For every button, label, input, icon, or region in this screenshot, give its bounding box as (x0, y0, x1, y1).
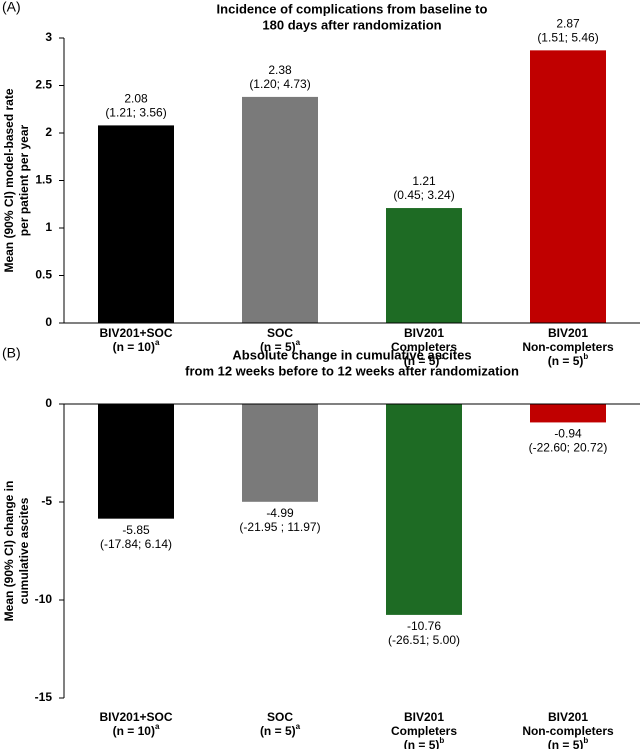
y-tick-label: 0 (45, 315, 52, 329)
category-line: (n = 5) (548, 354, 584, 368)
y-axis-title: per patient per year (17, 124, 31, 236)
x-tick-label: BIV201 (404, 326, 444, 340)
x-tick-label: BIV201+SOC (99, 326, 172, 340)
x-tick-label: BIV201+SOC (99, 710, 172, 724)
y-axis-title: Mean (90% CI) change in (2, 481, 16, 622)
y-tick-label: 2.5 (35, 78, 52, 92)
bar (242, 96, 318, 324)
category-line: (n = 5) (260, 340, 296, 354)
ci-label: (1.21; 3.56) (105, 106, 166, 120)
chart-title: 180 days after randomization (262, 17, 441, 32)
category-line: Non-completers (522, 340, 614, 354)
ci-label: (-26.51; 5.00) (388, 633, 460, 647)
x-tick-label: (n = 10)a (113, 338, 160, 354)
x-tick-label: (n = 5)a (260, 338, 301, 354)
value-label: 2.08 (124, 92, 148, 106)
category-line: (n = 5) (548, 738, 584, 749)
value-label: 2.38 (268, 63, 292, 77)
x-tick-label: (n = 5)b (548, 736, 589, 749)
bar (386, 208, 462, 323)
y-tick-label: -15 (35, 690, 53, 704)
y-tick-label: 1 (45, 220, 52, 234)
x-tick-label: (n = 5)b (548, 352, 589, 368)
footnote-mark: a (296, 722, 301, 731)
y-tick-label: -5 (41, 494, 52, 508)
x-tick-label: (n = 5)b (404, 352, 445, 368)
y-tick-label: 2 (45, 125, 52, 139)
x-tick-label: BIV201 (548, 710, 588, 724)
x-tick-label: BIV201 (404, 710, 444, 724)
category-line: (n = 10) (113, 724, 155, 738)
footnote-mark: b (583, 736, 588, 745)
panel-label: (B) (2, 345, 21, 361)
y-axis-title: cumulative ascites (17, 497, 31, 604)
bar (98, 125, 174, 324)
chart-title: from 12 weeks before to 12 weeks after r… (185, 363, 519, 378)
category-line: SOC (267, 710, 293, 724)
y-tick-label: 0.5 (35, 268, 52, 282)
y-tick-label: 3 (45, 30, 52, 44)
category-line: BIV201+SOC (99, 710, 172, 724)
ci-label: (-22.60; 20.72) (529, 441, 608, 455)
category-line: BIV201 (548, 326, 588, 340)
value-label: -0.94 (554, 427, 582, 441)
x-tick-label: (n = 10)a (113, 722, 160, 738)
x-tick-label: Non-completers (522, 724, 614, 738)
x-tick-label: Non-completers (522, 340, 614, 354)
y-tick-label: 0 (45, 396, 52, 410)
footnote-mark: b (583, 352, 588, 361)
x-tick-label: (n = 5)b (404, 736, 445, 749)
value-label: -4.99 (266, 506, 294, 520)
ci-label: (1.20; 4.73) (249, 77, 310, 91)
x-tick-label: Completers (391, 340, 457, 354)
value-label: 1.21 (412, 174, 436, 188)
footnote-mark: b (439, 352, 444, 361)
ci-label: (0.45; 3.24) (393, 188, 454, 202)
x-tick-label: SOC (267, 710, 293, 724)
value-label: -10.76 (407, 619, 441, 633)
bar (98, 404, 174, 519)
y-tick-label: 1.5 (35, 173, 52, 187)
bar (530, 50, 606, 323)
bar (242, 404, 318, 502)
category-line: Completers (391, 340, 457, 354)
value-label: -5.85 (122, 523, 150, 537)
y-tick-label: -10 (35, 592, 53, 606)
category-line: BIV201 (548, 710, 588, 724)
ci-label: (-17.84; 6.14) (100, 537, 172, 551)
chart-title: Incidence of complications from baseline… (217, 1, 488, 16)
category-line: Completers (391, 724, 457, 738)
y-axis-title: Mean (90% CI) model-based rate (2, 88, 16, 272)
x-tick-label: BIV201 (548, 326, 588, 340)
footnote-mark: b (439, 736, 444, 745)
category-line: (n = 5) (404, 354, 440, 368)
ci-label: (-21.95 ; 11.97) (239, 520, 320, 534)
category-line: SOC (267, 326, 293, 340)
category-line: BIV201+SOC (99, 326, 172, 340)
category-line: BIV201 (404, 326, 444, 340)
bar (386, 404, 462, 615)
panel-label: (A) (2, 0, 21, 15)
value-label: 2.87 (556, 17, 580, 31)
ci-label: (1.51; 5.46) (537, 31, 598, 45)
category-line: (n = 5) (260, 724, 296, 738)
chart-title: Absolute change in cumulative ascites (232, 347, 471, 362)
category-line: (n = 5) (404, 738, 440, 749)
x-tick-label: Completers (391, 724, 457, 738)
footnote-mark: a (155, 338, 160, 347)
category-line: BIV201 (404, 710, 444, 724)
x-tick-label: (n = 5)a (260, 722, 301, 738)
x-tick-label: SOC (267, 326, 293, 340)
bar (530, 404, 606, 423)
category-line: Non-completers (522, 724, 614, 738)
footnote-mark: a (155, 722, 160, 731)
footnote-mark: a (296, 338, 301, 347)
category-line: (n = 10) (113, 340, 155, 354)
